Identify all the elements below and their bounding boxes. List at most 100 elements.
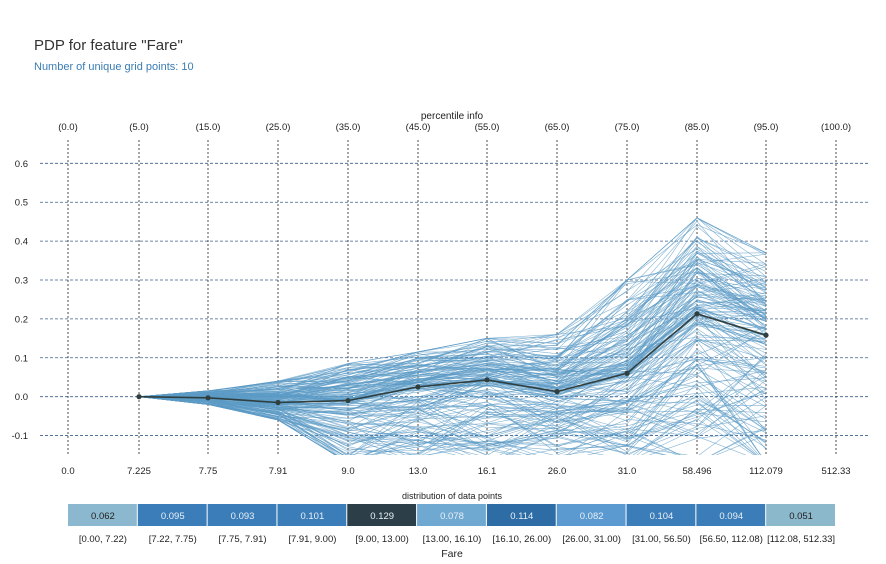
distribution-cell bbox=[696, 504, 766, 526]
ice-line bbox=[138, 264, 767, 397]
ice-line bbox=[138, 285, 767, 397]
distribution-value: 0.051 bbox=[789, 511, 813, 522]
axis-labels: percentile info -0.1 0.0 0.1 0.2 0.3 0.4 0.5 0.… bbox=[12, 111, 851, 477]
distribution-value: 0.104 bbox=[650, 511, 674, 522]
distribution-cell bbox=[766, 504, 835, 526]
distribution-bin-label: [9.00, 13.00) bbox=[356, 534, 409, 545]
distribution-bin-label: [7.91, 9.00) bbox=[288, 534, 336, 545]
distribution-cell bbox=[347, 504, 417, 526]
pdp-point bbox=[554, 389, 560, 395]
distribution-cell bbox=[486, 504, 556, 526]
x-tick-label: 0.0 bbox=[61, 466, 74, 477]
distribution-bin-label: [112.08, 512.33] bbox=[767, 534, 835, 545]
percentile-tick-label: (65.0) bbox=[545, 122, 570, 133]
top-axis-label: percentile info bbox=[421, 111, 484, 122]
distribution-bin-label: [7.22, 7.75) bbox=[149, 534, 197, 545]
distribution-value: 0.094 bbox=[719, 511, 743, 522]
ice-line bbox=[138, 331, 767, 414]
ice-line bbox=[138, 217, 767, 397]
distribution-value: 0.078 bbox=[440, 511, 464, 522]
distribution-bin-label: [7.75, 7.91) bbox=[219, 534, 267, 545]
distribution-value: 0.093 bbox=[231, 511, 255, 522]
x-tick-label: 9.0 bbox=[341, 466, 354, 477]
ice-line bbox=[138, 308, 767, 401]
chart-title: PDP for feature "Fare" bbox=[34, 37, 183, 54]
percentile-tick-label: (35.0) bbox=[336, 122, 361, 133]
x-tick-label: 112.079 bbox=[749, 466, 783, 477]
distribution-value: 0.095 bbox=[161, 511, 185, 522]
distribution-cell bbox=[556, 504, 626, 526]
percentile-tick-label: (95.0) bbox=[754, 122, 779, 133]
ice-line bbox=[138, 266, 767, 397]
pdp-point bbox=[484, 377, 490, 383]
ice-line bbox=[138, 396, 666, 455]
percentile-tick-label: (0.0) bbox=[58, 122, 78, 133]
ice-line bbox=[138, 255, 767, 397]
y-tick-label: 0.1 bbox=[15, 353, 28, 364]
distribution-cell bbox=[207, 504, 277, 526]
ice-line bbox=[138, 396, 755, 455]
distribution-bin-label: [56.50, 112.08) bbox=[700, 534, 763, 545]
ice-line bbox=[138, 396, 758, 455]
distribution-cell bbox=[68, 504, 137, 526]
distribution-bin-label: [26.00, 31.00) bbox=[562, 534, 621, 545]
ice-lines bbox=[138, 217, 767, 455]
percentile-tick-label: (55.0) bbox=[475, 122, 500, 133]
distribution-value: 0.082 bbox=[580, 511, 604, 522]
distribution-cell bbox=[137, 504, 207, 526]
ice-line bbox=[138, 350, 767, 430]
y-tick-label: 0.3 bbox=[15, 276, 28, 287]
ice-line bbox=[138, 396, 767, 455]
ice-line bbox=[138, 297, 767, 399]
x-tick-label: 16.1 bbox=[478, 466, 497, 477]
x-tick-label: 26.0 bbox=[548, 466, 567, 477]
y-tick-label: 0.4 bbox=[15, 237, 28, 248]
distribution-bin-label: [31.00, 56.50) bbox=[632, 534, 691, 545]
x-tick-label: 7.225 bbox=[127, 466, 151, 477]
distribution-bin-label: [13.00, 16.10) bbox=[423, 534, 482, 545]
percentile-tick-label: (5.0) bbox=[129, 122, 149, 133]
y-tick-label: 0.5 bbox=[15, 198, 28, 209]
ice-line bbox=[138, 313, 767, 401]
ice-line bbox=[138, 355, 767, 442]
ice-line bbox=[138, 220, 767, 397]
pdp-point bbox=[345, 397, 351, 404]
ice-line bbox=[138, 353, 767, 428]
pdp-line bbox=[138, 312, 767, 404]
x-tick-label: 31.0 bbox=[618, 466, 637, 477]
x-tick-label: 13.0 bbox=[409, 466, 428, 477]
distribution-value: 0.062 bbox=[91, 511, 115, 522]
percentile-tick-label: (25.0) bbox=[266, 122, 291, 133]
pdp-point bbox=[275, 399, 281, 406]
y-tick-label: 0.2 bbox=[15, 314, 28, 325]
distribution-value: 0.129 bbox=[370, 511, 394, 522]
y-tick-label: 0.0 bbox=[15, 392, 28, 403]
percentile-tick-label: (100.0) bbox=[821, 122, 851, 133]
y-tick-label: 0.6 bbox=[15, 159, 28, 170]
percentile-tick-label: (75.0) bbox=[615, 122, 640, 133]
x-tick-label: 7.75 bbox=[199, 466, 218, 477]
ice-line bbox=[138, 396, 767, 455]
distribution-cell bbox=[626, 504, 696, 526]
ice-line bbox=[138, 368, 767, 454]
distribution-bin-label: [16.10, 26.00) bbox=[492, 534, 551, 545]
ice-line bbox=[138, 217, 767, 397]
percentile-tick-label: (85.0) bbox=[685, 122, 710, 133]
ice-line bbox=[138, 392, 767, 455]
percentile-tick-label: (45.0) bbox=[406, 122, 431, 133]
ice-line bbox=[138, 284, 767, 397]
x-tick-label: 58.496 bbox=[682, 466, 711, 477]
x-tick-label: 512.33 bbox=[821, 466, 850, 477]
distribution-value: 0.101 bbox=[300, 511, 324, 522]
pdp-point bbox=[624, 370, 630, 376]
ice-line bbox=[138, 396, 767, 455]
ice-line bbox=[138, 245, 767, 397]
distribution-bin-label: [0.00, 7.22) bbox=[79, 534, 127, 545]
pdp-line-group bbox=[136, 311, 769, 406]
ice-line bbox=[138, 224, 767, 397]
y-tick-label: -0.1 bbox=[12, 431, 28, 442]
distribution-value: 0.114 bbox=[510, 511, 533, 522]
pdp-point bbox=[136, 394, 142, 400]
distribution-cell bbox=[277, 504, 347, 526]
